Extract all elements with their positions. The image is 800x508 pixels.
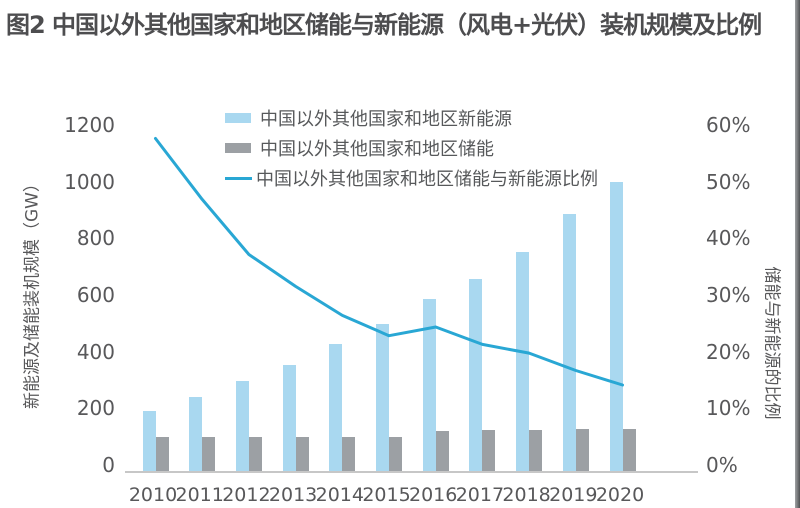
x-axis-label: 2020	[595, 484, 645, 506]
y-axis-left-tick: 1200	[64, 112, 115, 137]
ratio-line	[154, 137, 624, 387]
x-axis-label: 2018	[502, 484, 551, 506]
bar-new-energy-2017	[469, 279, 483, 472]
x-axis-label: 2017	[455, 484, 505, 506]
legend-label-storage: 中国以外其他国家和地区储能	[260, 139, 494, 160]
bar-new-energy-2012	[235, 380, 249, 472]
y-axis-left-tick: 400	[76, 339, 115, 364]
y-axis-right-tick: 40%	[706, 226, 751, 251]
bar-new-energy-2010	[142, 411, 156, 472]
bar-storage-2013	[295, 437, 309, 472]
legend-swatch-ratio-line	[225, 176, 252, 180]
y-axis-right: 0% 10% 20% 30% 40% 50% 60%	[706, 0, 798, 508]
bar-storage-2014	[342, 437, 356, 472]
bar-new-energy-2013	[282, 364, 296, 472]
bar-new-energy-2011	[189, 396, 203, 472]
x-axis-label: 2019	[549, 484, 598, 506]
bar-storage-2010	[155, 437, 169, 472]
bar-storage-2015	[389, 437, 402, 472]
y-axis-left-tick: 600	[76, 282, 115, 307]
legend: 中国以外其他国家和地区新能源 中国以外其他国家和地区储能 中国以外其他国家和地区…	[225, 103, 598, 193]
y-axis-right-tick: 0%	[706, 453, 738, 477]
y-axis-left-tick: 1000	[64, 169, 115, 194]
legend-item-new-energy: 中国以外其他国家和地区新能源	[225, 103, 598, 133]
bar-new-energy-2020	[609, 182, 623, 472]
bar-storage-2012	[248, 437, 262, 472]
bar-new-energy-2018	[516, 251, 530, 472]
legend-swatch-new-energy	[225, 113, 251, 123]
ratio-line-chart	[154, 137, 624, 387]
legend-label-new-energy: 中国以外其他国家和地区新能源	[260, 109, 512, 130]
x-axis: 2010 2011 2012 2013 2014 2015 2016 2017 2018 2019…	[0, 484, 800, 508]
y-axis-right-tick: 30%	[706, 282, 751, 307]
bar-storage-2020	[622, 428, 636, 472]
bar-storage-2017	[482, 429, 496, 472]
y-axis-left-tick: 200	[76, 396, 115, 421]
legend-item-ratio: 中国以外其他国家和地区储能与新能源比例	[225, 163, 598, 193]
bar-storage-2011	[202, 437, 216, 472]
x-axis-label: 2011	[175, 484, 224, 506]
x-axis-line	[125, 471, 698, 473]
bar-storage-2018	[529, 429, 543, 472]
y-axis-left-tick: 800	[76, 226, 115, 251]
figure-title: 图2 中国以外其他国家和地区储能与新能源（风电+光伏）装机规模及比例	[6, 11, 762, 39]
x-axis-label: 2014	[315, 484, 364, 506]
y-axis-right-tick: 60%	[706, 112, 751, 137]
x-axis-label: 2016	[409, 484, 458, 506]
legend-item-storage: 中国以外其他国家和地区储能	[225, 133, 598, 163]
bar-new-energy-2016	[422, 299, 436, 472]
bar-new-energy-2019	[562, 213, 576, 472]
y-axis-right-tick: 50%	[706, 169, 751, 194]
y-axis-left: 0 200 400 600 800 1000 1200	[0, 0, 116, 508]
y-axis-right-tick: 10%	[706, 396, 751, 421]
legend-swatch-storage	[225, 143, 251, 153]
bar-storage-2019	[575, 428, 589, 472]
y-axis-right-tick: 20%	[706, 339, 751, 364]
plot-area	[130, 124, 700, 472]
x-axis-label: 2013	[268, 484, 318, 506]
bar-storage-2016	[435, 430, 449, 472]
screenshot-right-edge	[795, 0, 800, 508]
x-axis-label: 2015	[362, 484, 411, 506]
x-axis-label: 2012	[222, 484, 271, 506]
bar-new-energy-2014	[329, 344, 343, 472]
bar-new-energy-2015	[376, 324, 389, 472]
x-axis-label: 2010	[128, 484, 178, 506]
y-axis-left-tick: 0	[102, 453, 115, 477]
legend-label-ratio: 中国以外其他国家和地区储能与新能源比例	[256, 169, 598, 190]
